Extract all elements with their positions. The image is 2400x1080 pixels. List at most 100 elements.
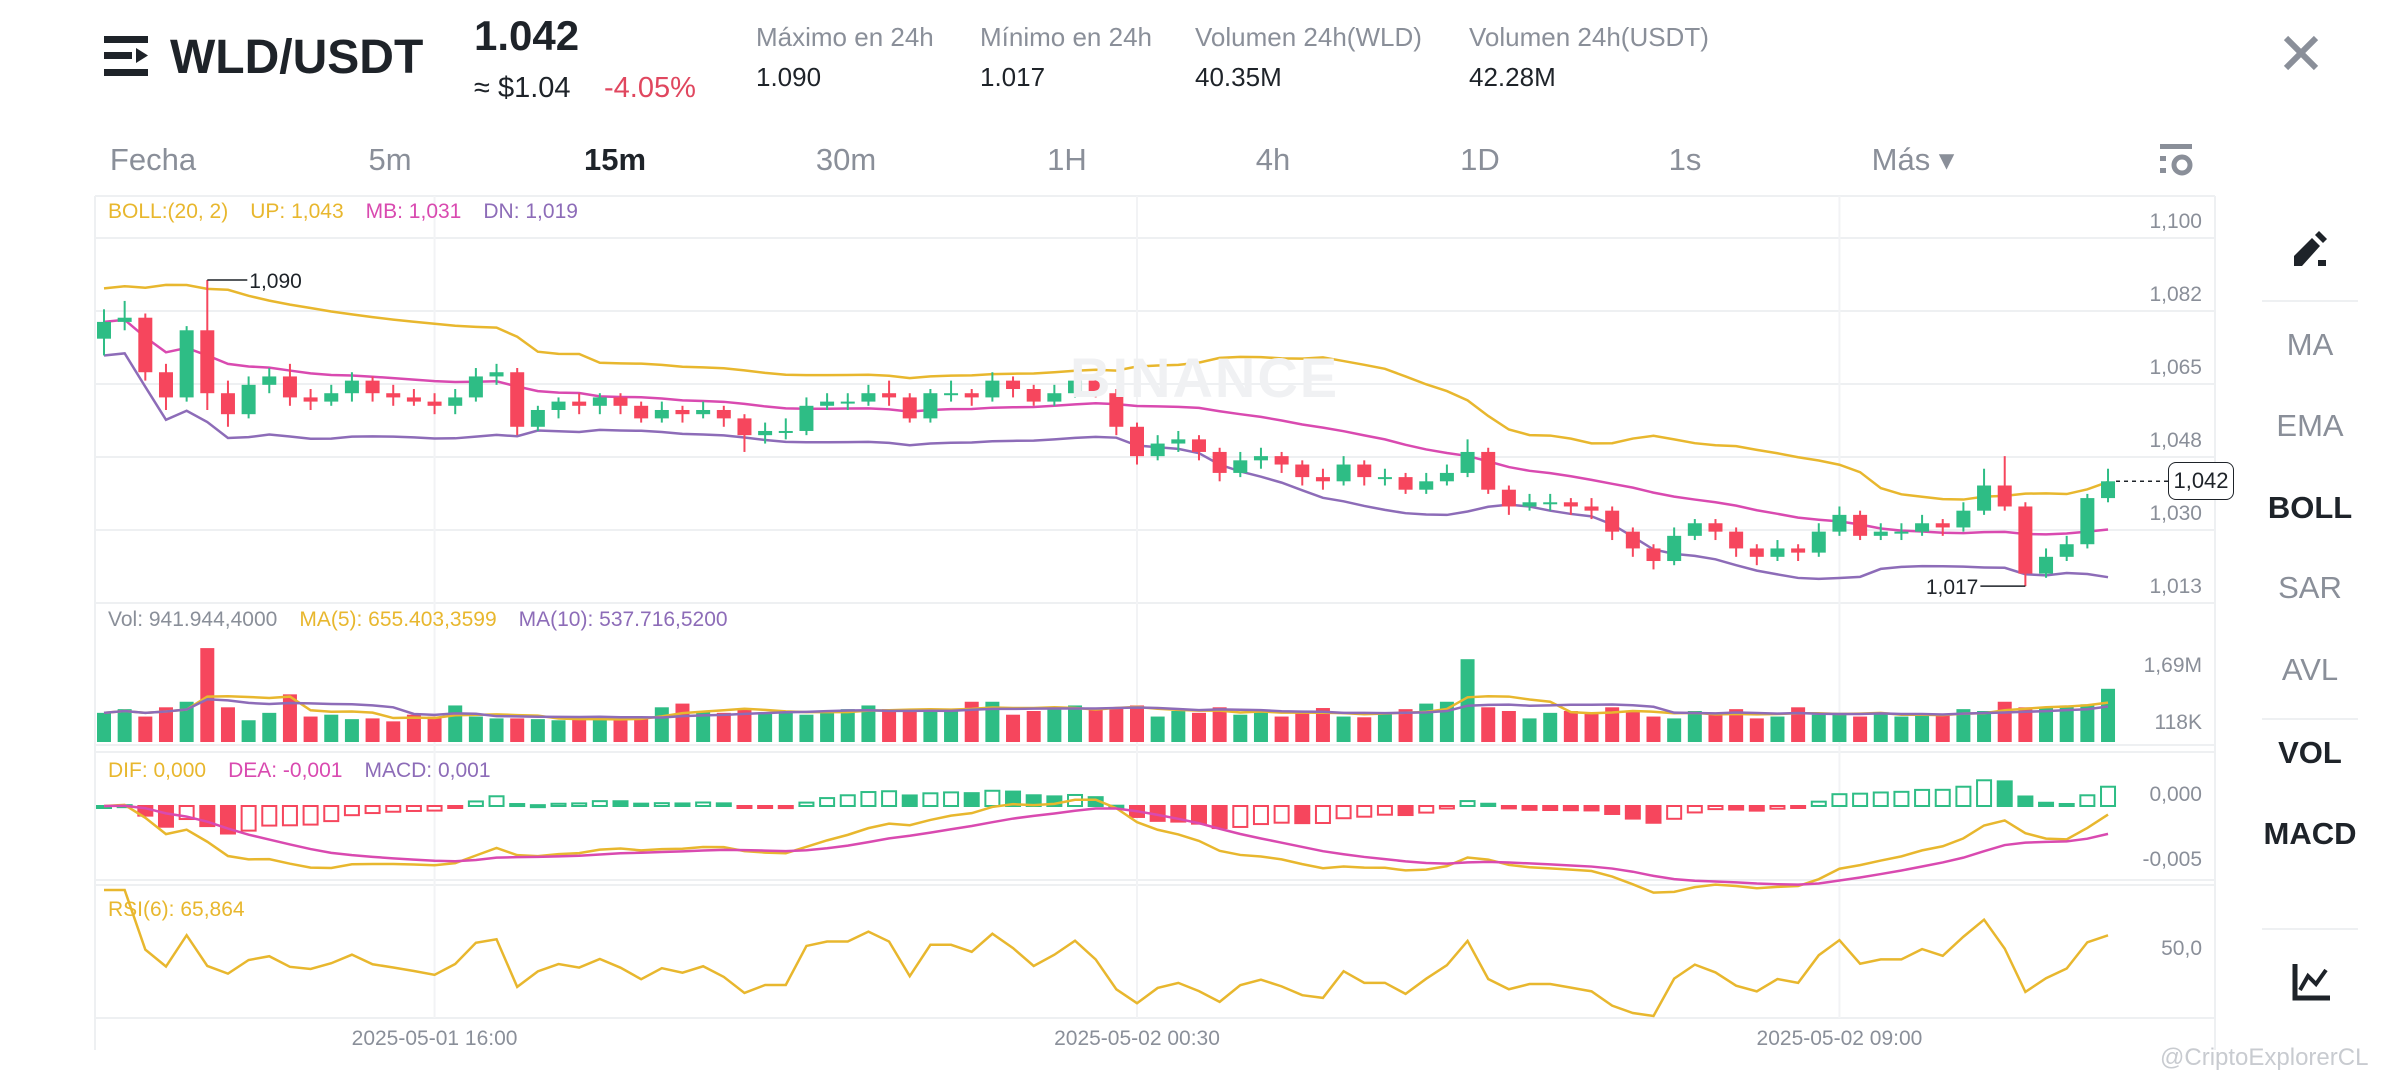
candle-body (1832, 514, 1847, 532)
usd-price: ≈ $1.04 (474, 72, 571, 104)
indicator-toggle[interactable]: MACD (2263, 816, 2357, 851)
candle-body (696, 409, 711, 415)
volume-bar (737, 709, 752, 742)
tab-interval[interactable]: Fecha (109, 142, 197, 177)
indicator-toggle[interactable]: SAR (2278, 570, 2342, 605)
candle-body (1212, 451, 1227, 473)
macd-histogram-bar (571, 802, 588, 807)
macd-histogram-bar (674, 802, 691, 807)
boll-middle-line (103, 318, 2109, 536)
tab-interval[interactable]: 15m (583, 142, 647, 177)
volume-bar (158, 707, 173, 742)
chart-settings-icon[interactable] (2158, 144, 2194, 178)
candle-body (551, 401, 566, 410)
volume-bar (944, 711, 959, 742)
macd-histogram-bar (1748, 805, 1765, 812)
macd-histogram-bar (1976, 779, 1993, 807)
candle-body (1274, 456, 1289, 465)
candle-body (1233, 460, 1248, 473)
macd-value: MACD: 0,001 (364, 759, 491, 782)
candle-body (1935, 523, 1950, 528)
candle-body (1377, 477, 1392, 480)
vol-legend: Vol: 941.944,4000 MA(5): 655.403,3599 MA(1… (108, 608, 750, 632)
macd-histogram-bar (1852, 792, 1869, 807)
indicator-toggle[interactable]: MA (2286, 327, 2334, 362)
stat-value: 40.35M (1195, 62, 1282, 92)
candle-body (510, 372, 525, 427)
macd-histogram-bar (757, 805, 774, 809)
vol-tick-label: 118K (2154, 711, 2203, 734)
indicator-toggle[interactable]: VOL (2278, 735, 2342, 770)
candle-body (1295, 464, 1310, 478)
macd-histogram-bar (1521, 805, 1538, 811)
candle-body (1398, 477, 1413, 490)
volume-bar (1956, 709, 1971, 742)
volume-bar (179, 701, 194, 742)
macd-dif-line (103, 798, 2109, 894)
candle-body (530, 409, 545, 427)
indicator-chart-icon[interactable] (2292, 962, 2332, 1002)
macd-histogram-bar (1005, 790, 1022, 808)
candle-body (282, 376, 297, 398)
candle-body (1253, 456, 1268, 461)
candle-body (944, 393, 959, 396)
boll-legend: BOLL:(20, 2) UP: 1,043 MB: 1,031 DN: 1,019 (108, 200, 600, 224)
volume-bar (1088, 709, 1103, 742)
candle-body (840, 401, 855, 404)
macd-histogram-bar (653, 802, 670, 807)
pair-title[interactable]: WLD/USDT (170, 31, 424, 84)
tab-interval[interactable]: 30m (815, 142, 877, 177)
macd-histogram-bar (633, 802, 650, 807)
volume-bar (1295, 712, 1310, 742)
price-tick-label: 1,030 (2149, 502, 2202, 525)
volume-bar (1315, 708, 1330, 742)
volume-bar (489, 718, 504, 742)
max-price-label: 1,090 (249, 270, 302, 293)
time-axis-label: 2025-05-02 00:30 (1054, 1027, 1220, 1050)
candle-body (303, 397, 318, 402)
stat-value: 42.28M (1469, 62, 1556, 92)
menu-icon[interactable] (104, 36, 150, 76)
candle-body (592, 397, 607, 406)
macd-histogram-bar (1232, 805, 1249, 828)
tab-interval[interactable]: 1s (1668, 142, 1702, 177)
volume-bar (778, 711, 793, 742)
tab-interval[interactable]: 5m (368, 142, 412, 177)
candle-body (799, 405, 814, 431)
draw-tool-icon[interactable] (2290, 230, 2330, 270)
sidebar-divider (2262, 928, 2358, 930)
tab-interval[interactable]: 4h (1255, 142, 1291, 177)
volume-bar (551, 720, 566, 742)
candle-body (1543, 502, 1558, 505)
macd-histogram-bar (467, 800, 484, 808)
candle-body (716, 409, 731, 419)
boll-dn: DN: 1,019 (483, 200, 578, 223)
volume-bar (840, 709, 855, 742)
candle-body (1088, 380, 1103, 394)
close-icon[interactable] (2282, 34, 2324, 76)
volume-bar (592, 718, 607, 742)
indicator-toggle[interactable]: BOLL (2267, 490, 2353, 525)
volume-bar (964, 701, 979, 742)
candle-body (1791, 548, 1806, 553)
tab-interval[interactable]: 1D (1460, 142, 1500, 177)
macd-histogram-bar (1397, 805, 1414, 817)
volume-bar (1274, 716, 1289, 742)
candle-body (1873, 531, 1888, 536)
candle-body (220, 393, 235, 415)
volume-bar (1460, 659, 1475, 742)
candle-body (489, 372, 504, 377)
macd-histogram-bar (1955, 785, 1972, 808)
macd-histogram-bar (1583, 805, 1600, 812)
macd-histogram-bar (1562, 805, 1579, 812)
macd-histogram-bar (695, 801, 712, 808)
indicator-toggle[interactable]: AVL (2281, 652, 2339, 687)
tab-interval[interactable]: Más ▾ (1871, 142, 1955, 177)
candle-body (1584, 506, 1599, 511)
time-axis-label: 2025-05-02 09:00 (1756, 1027, 1923, 1050)
tab-interval[interactable]: 1H (1047, 142, 1087, 177)
candle-body (820, 401, 835, 406)
boll-upper-line (103, 283, 2109, 501)
indicator-toggle[interactable]: EMA (2276, 408, 2344, 443)
